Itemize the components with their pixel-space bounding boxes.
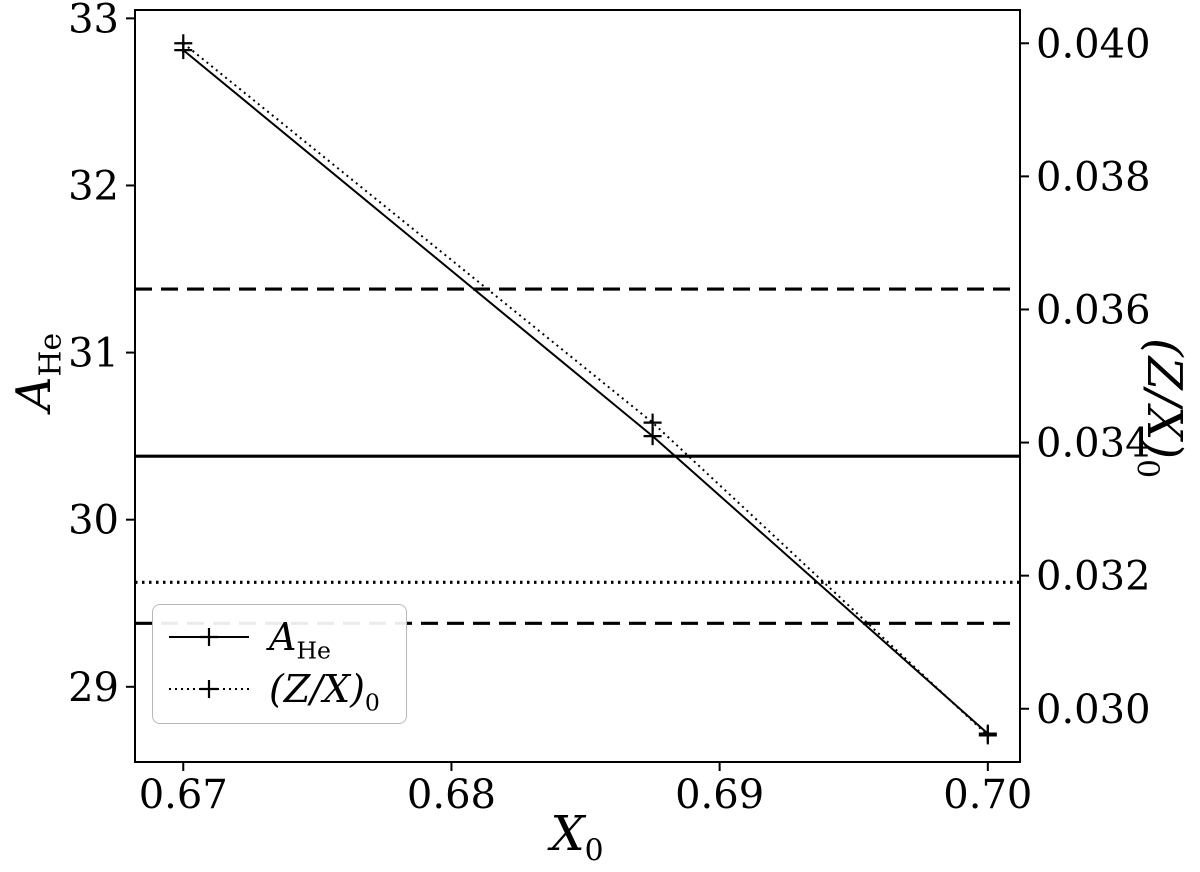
y-tick-label-right: 0.040 — [1036, 21, 1151, 67]
y-axis-label-left: AHe — [6, 333, 69, 412]
x-tick-label: 0.69 — [675, 772, 764, 818]
y-tick-label-left: 33 — [68, 0, 119, 42]
y-axis-label-right-sub: 0 — [1129, 459, 1165, 479]
x-tick-label: 0.68 — [407, 772, 496, 818]
legend: AHe (Z/X)0 — [152, 604, 407, 724]
x-axis-label: X0 — [550, 806, 603, 866]
legend-label: AHe — [269, 615, 331, 665]
y-axis-label-left-sub: He — [33, 332, 69, 377]
x-axis-label-sub: 0 — [584, 833, 604, 869]
y-tick-label-right: 0.030 — [1036, 687, 1151, 733]
x-tick-label: 0.70 — [943, 772, 1032, 818]
plot-frame — [134, 9, 1021, 763]
y-tick-label-right: 0.032 — [1036, 554, 1151, 600]
y-tick-label-left: 31 — [68, 331, 119, 377]
y-tick-label-left: 30 — [68, 498, 119, 544]
y-tick-label-right: 0.034 — [1036, 421, 1151, 467]
y-tick-label-right: 0.038 — [1036, 154, 1151, 200]
legend-label: (Z/X)0 — [269, 667, 380, 717]
y-axis-label-right-main: (Z/X) — [1136, 337, 1192, 460]
legend-entry: (Z/X)0 — [165, 667, 380, 717]
legend-line-sample — [169, 628, 249, 646]
legend-line-sample — [169, 680, 249, 698]
y-axis-label-left-main: A — [6, 376, 62, 412]
y-tick-label-left: 32 — [68, 163, 119, 209]
x-tick-label: 0.67 — [139, 772, 228, 818]
y-axis-label-right: (Z/X)0 — [1129, 337, 1192, 478]
y-tick-label-left: 29 — [68, 665, 119, 711]
legend-entry: AHe — [165, 615, 380, 665]
x-axis-label-main: X — [550, 806, 585, 862]
y-tick-label-right: 0.036 — [1036, 287, 1151, 333]
